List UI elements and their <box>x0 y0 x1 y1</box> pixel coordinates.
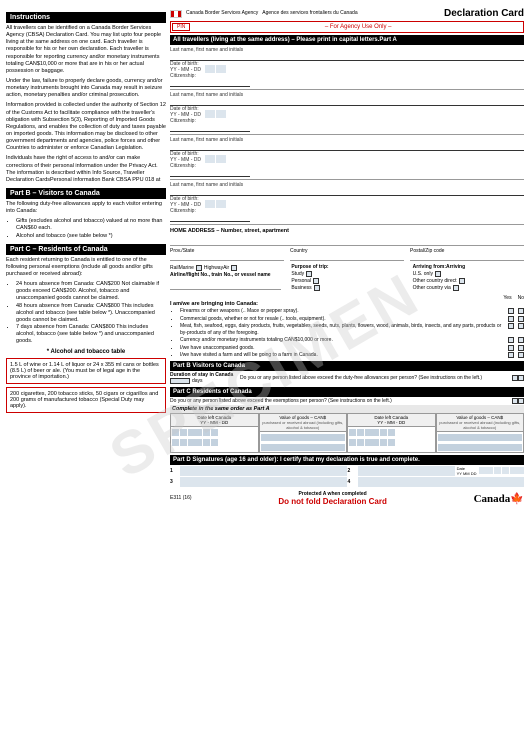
signature-1[interactable] <box>180 466 347 476</box>
traveller-3-name[interactable] <box>170 143 524 151</box>
alcohol-r1: 1.5 L of wine or 1.14 L of liquor or 24 … <box>6 358 166 384</box>
signature-4[interactable] <box>358 477 525 487</box>
instr-p2: Under the law, failure to properly decla… <box>6 78 166 99</box>
signature-2[interactable] <box>358 466 455 476</box>
arriving-from-col: Arriving from:Arriving U.S. only Other c… <box>413 264 524 292</box>
alcohol-title: * Alcohol and tobacco table <box>6 349 166 355</box>
no-fold-text: Do not fold Declaration Card <box>278 497 386 506</box>
home-address-field[interactable] <box>170 236 524 246</box>
agency-en: Canada Border Services Agency <box>186 11 258 17</box>
home-address-label: HOME ADDRESS – Number, street, apartment <box>170 228 524 234</box>
partc-intro: Each resident returning to Canada is ent… <box>6 257 166 278</box>
partb-intro: The following duty-free allowances apply… <box>6 201 166 215</box>
rail-label: RailMarine <box>170 265 194 271</box>
alcohol-r2: 200 cigarettes, 200 tobacco sticks, 50 c… <box>6 387 166 413</box>
days-label: days <box>192 378 203 384</box>
instr-p1: All travellers can be identified on a Ca… <box>6 25 166 75</box>
traveller-3-citizenship[interactable] <box>170 169 250 177</box>
from-label: Arriving from:Arriving <box>413 264 524 270</box>
instr-p3: Information provided is collected under … <box>6 102 166 152</box>
bringing-section: YesNo I am/we are bringing into Canada: … <box>170 295 524 359</box>
yes-label: Yes <box>503 295 511 301</box>
other-direct-checkbox[interactable] <box>459 278 465 284</box>
postal-field[interactable]: Postal/Zip code <box>410 248 524 261</box>
instructions-header: Instructions <box>6 12 166 23</box>
study-label: Study <box>291 271 304 277</box>
study-checkbox[interactable] <box>306 271 312 277</box>
travellers-banner: All travellers (living at the same addre… <box>170 35 524 45</box>
canada-flag-icon <box>170 10 182 18</box>
partb-no-checkbox[interactable] <box>518 375 524 381</box>
agency-use-only: PIN – For Agency Use Only – <box>170 21 524 33</box>
complete-header: Complete in the same order as Part A <box>170 405 524 413</box>
bringing-header: I am/we are bringing into Canada: <box>170 301 524 307</box>
form-number: E311 (16) <box>170 495 192 501</box>
signature-3[interactable] <box>180 477 347 487</box>
traveller-4-citizenship[interactable] <box>170 214 250 222</box>
traveller-2-citizenship[interactable] <box>170 124 250 132</box>
partc-question: Do you or any person listed above exceed… <box>170 398 512 404</box>
partc-li2: 48 hours absence from Canada: CAN$800 Th… <box>16 303 166 324</box>
business-checkbox[interactable] <box>314 285 320 291</box>
hwy-checkbox[interactable] <box>231 265 237 271</box>
partb-li2: Alcohol and tobacco (see table below *) <box>16 233 166 240</box>
other-via-checkbox[interactable] <box>453 285 459 291</box>
other-via-label: Other country via <box>413 285 451 291</box>
traveller-4-name[interactable] <box>170 188 524 196</box>
traveller-2-name[interactable] <box>170 98 524 106</box>
flight-field[interactable] <box>170 280 281 290</box>
rail-checkbox[interactable] <box>196 265 202 271</box>
no-label: No <box>518 295 524 301</box>
duration-field[interactable] <box>170 378 190 384</box>
arriving-by: RailMarine HighwayAir Airline/flight No.,… <box>170 264 281 292</box>
partb-header: Part B – Visitors to Canada <box>6 188 166 199</box>
footer: E311 (16) Protected A when completed Do … <box>170 491 524 506</box>
partc-no-checkbox[interactable] <box>518 398 524 404</box>
declaration-title: Declaration Card <box>444 8 524 19</box>
us-checkbox[interactable] <box>435 271 441 277</box>
partc-header: Part C – Residents of Canada <box>6 244 166 255</box>
left-column: Instructions All travellers can be ident… <box>6 8 166 506</box>
partb-li1: Gifts (excludes alcohol and tobacco) val… <box>16 218 166 232</box>
purpose-col: Purpose of trip: Study Personal Business <box>291 264 402 292</box>
country-field[interactable]: Country <box>290 248 404 261</box>
traveller-1-name[interactable] <box>170 53 524 61</box>
hwy-label: HighwayAir <box>204 265 229 271</box>
purpose-label: Purpose of trip: <box>291 264 402 270</box>
prov-field[interactable]: Prov./State <box>170 248 284 261</box>
canada-wordmark: Canada🍁 <box>474 492 524 505</box>
agency-fr: Agence des services frontaliers du Canad… <box>262 11 357 17</box>
business-label: Business <box>291 285 311 291</box>
instr-p4: Individuals have the right of access to … <box>6 155 166 184</box>
partc-form-title: Part C Residents of Canada <box>170 387 524 397</box>
partd-title: Part D Signatures (age 16 and older): I … <box>170 455 524 465</box>
partb-form-title: Part B Visitors to Canada <box>170 361 524 371</box>
partb-question: Do you or any person listed above exceed… <box>240 375 512 381</box>
page: Instructions All travellers can be ident… <box>0 0 530 514</box>
pin-label: PIN <box>172 23 190 31</box>
traveller-1-citizenship[interactable] <box>170 79 250 87</box>
top-bar: Canada Border Services Agency Agence des… <box>170 8 524 19</box>
flight-label: Airline/flight No., train No., or vessel… <box>170 272 281 278</box>
right-column: Canada Border Services Agency Agence des… <box>170 8 524 506</box>
personal-label: Personal <box>291 278 311 284</box>
personal-checkbox[interactable] <box>313 278 319 284</box>
other-direct-label: Other country direct <box>413 278 457 284</box>
partc-li1: 24 hours absence from Canada: CAN$200 No… <box>16 281 166 302</box>
us-label: U.S. only <box>413 271 433 277</box>
agency-only-text: – For Agency Use Only – <box>194 24 522 30</box>
partc-li3: 7 days absence from Canada: CAN$800 This… <box>16 324 166 345</box>
